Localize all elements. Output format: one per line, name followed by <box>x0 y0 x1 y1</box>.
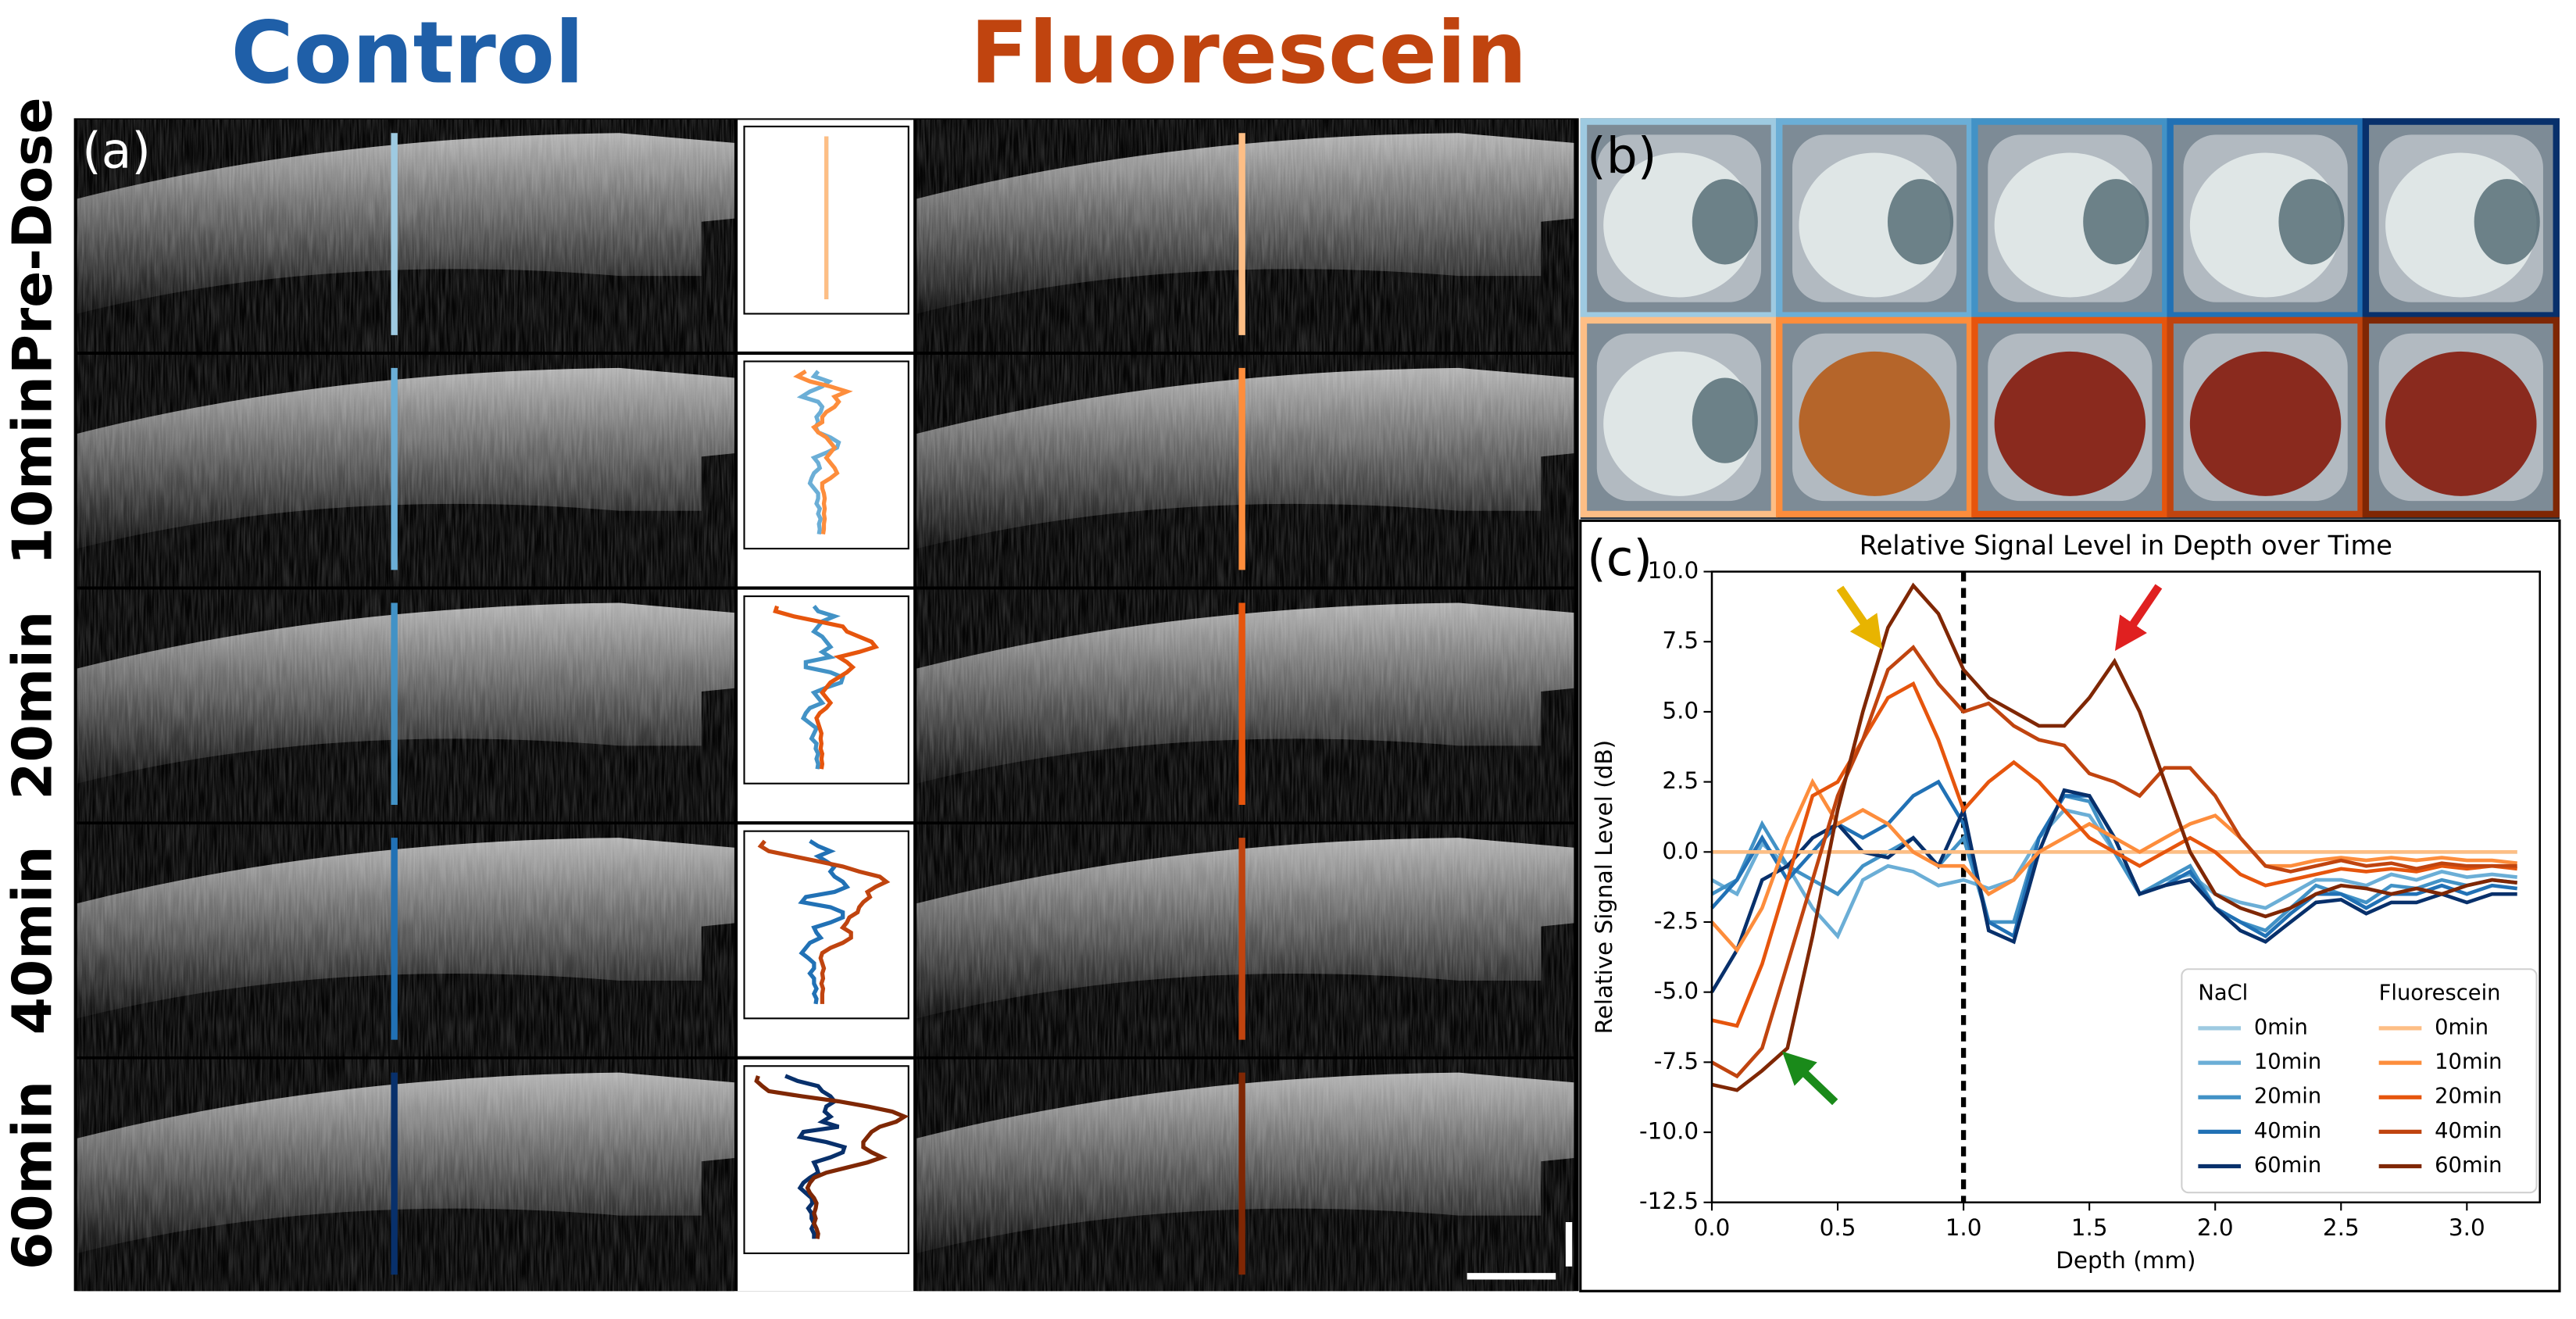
profile-line <box>796 370 841 535</box>
y-tick-label: 2.5 <box>1662 767 1699 794</box>
legend-label: 20min <box>2254 1085 2321 1109</box>
y-axis-label: Relative Signal Level (dB) <box>1591 740 1617 1035</box>
pupil <box>1692 179 1758 265</box>
y-tick-label: -12.5 <box>1639 1188 1699 1214</box>
pupil <box>1887 179 1954 265</box>
legend-label: 10min <box>2254 1050 2321 1074</box>
oct-speckle <box>77 824 734 1056</box>
oct-speckle <box>77 1059 734 1292</box>
y-tick-label: -10.0 <box>1639 1118 1699 1145</box>
y-tick-label: 0.0 <box>1662 838 1699 864</box>
x-tick-label: 0.5 <box>1820 1214 1856 1241</box>
legend-box <box>2181 968 2538 1194</box>
annotation-arrow <box>2114 584 2163 652</box>
profile-line <box>798 839 851 1005</box>
panel-label: (c) <box>1587 529 1652 587</box>
legend-group-title: Fluorescein <box>2379 981 2501 1005</box>
pupil <box>2474 179 2540 265</box>
pupil <box>1692 377 1758 463</box>
fluorescein-header: Fluorescein <box>970 3 1527 102</box>
eye <box>1799 351 1950 496</box>
panel-label: (a) <box>82 122 151 180</box>
row-label: 40min <box>2 846 64 1035</box>
legend-label: 10min <box>2435 1050 2502 1074</box>
series-line <box>1711 582 2517 1092</box>
y-tick-label: -7.5 <box>1654 1048 1699 1074</box>
x-tick-label: 1.0 <box>1945 1214 1982 1241</box>
legend-label: 20min <box>2435 1085 2502 1109</box>
series-line <box>1711 681 2517 1028</box>
x-tick-label: 2.5 <box>2323 1214 2360 1241</box>
legend-label: 0min <box>2254 1015 2308 1039</box>
profile-line <box>754 1075 909 1239</box>
series-line <box>1710 777 2517 953</box>
panel-label: (b) <box>1587 127 1656 184</box>
legend-label: 60min <box>2435 1153 2502 1178</box>
pupil <box>2278 179 2345 265</box>
x-tick-label: 2.0 <box>2197 1214 2234 1241</box>
eye <box>2189 351 2342 496</box>
row-label: 60min <box>2 1081 64 1270</box>
legend-label: 60min <box>2254 1153 2321 1178</box>
legend-label: 0min <box>2435 1015 2488 1039</box>
pupil <box>2083 179 2149 265</box>
profile-line <box>757 839 891 1004</box>
chart-title: Relative Signal Level in Depth over Time <box>1860 531 2392 561</box>
oct-speckle <box>77 589 734 822</box>
x-axis-label: Depth (mm) <box>2056 1247 2195 1274</box>
annotation-arrow <box>1781 1051 1838 1106</box>
y-tick-label: 5.0 <box>1662 697 1699 724</box>
legend-label: 40min <box>2254 1119 2321 1143</box>
legend-label: 40min <box>2435 1119 2502 1143</box>
oct-speckle <box>77 120 734 352</box>
profile-line <box>784 1074 848 1239</box>
x-tick-label: 1.5 <box>2071 1214 2108 1241</box>
eye <box>2385 351 2537 496</box>
row-label: 10min <box>2 376 64 565</box>
eye <box>1994 351 2146 496</box>
control-header: Control <box>230 3 584 102</box>
legend-group-title: NaCl <box>2198 981 2248 1005</box>
profile-line <box>773 605 880 770</box>
y-tick-label: -2.5 <box>1654 907 1699 934</box>
x-tick-label: 3.0 <box>2449 1214 2485 1241</box>
y-tick-label: 7.5 <box>1662 627 1699 654</box>
y-tick-label: 10.0 <box>1648 557 1699 584</box>
row-label: 20min <box>2 611 64 800</box>
oct-speckle <box>77 355 734 587</box>
plot-frame <box>1710 570 2542 1204</box>
annotation-arrow <box>1836 585 1882 649</box>
row-label: Pre-Dose <box>2 97 64 374</box>
panel-b <box>1580 118 2560 518</box>
profile-line <box>793 369 853 535</box>
panel-c: Relative Signal Level in Depth over Time… <box>1591 531 2542 1274</box>
y-tick-label: -5.0 <box>1654 978 1699 1004</box>
x-tick-label: 0.0 <box>1694 1214 1731 1241</box>
